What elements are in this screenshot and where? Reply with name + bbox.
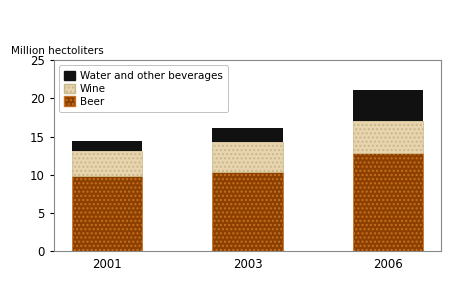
Bar — [353, 153, 423, 251]
Bar — [72, 176, 142, 251]
Bar — [353, 121, 423, 153]
Bar — [212, 128, 283, 142]
Bar — [72, 141, 142, 151]
Bar — [212, 142, 283, 172]
Bar — [353, 90, 423, 121]
Text: Source:  USDA, Economic Research Service, using data summed from the Bureau of
C: Source: USDA, Economic Research Service,… — [8, 261, 407, 281]
Text: Consumer preferences drive beverage imports from the EU even as: Consumer preferences drive beverage impo… — [5, 13, 450, 26]
Text: the dollar depreciates: the dollar depreciates — [5, 37, 160, 50]
Text: Million hectoliters: Million hectoliters — [11, 46, 104, 56]
Legend: Water and other beverages, Wine, Beer: Water and other beverages, Wine, Beer — [59, 66, 228, 112]
Bar — [212, 172, 283, 251]
Bar — [72, 151, 142, 176]
